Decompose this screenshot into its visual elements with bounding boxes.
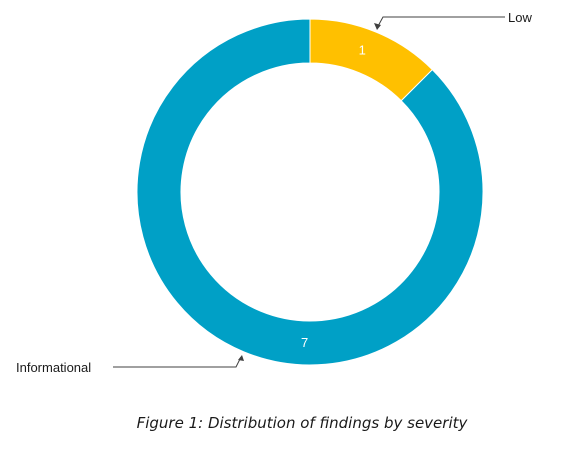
donut-slices: [136, 18, 484, 366]
figure-caption: Figure 1: Distribution of findings by se…: [0, 414, 564, 432]
value-label-low: 1: [359, 42, 366, 57]
callout-line-informational: [113, 356, 242, 368]
callout-informational: Informational: [16, 355, 244, 375]
callout-arrowhead-low: [374, 23, 381, 30]
callout-low: Low: [374, 10, 532, 30]
callout-line-low: [376, 16, 505, 29]
value-label-informational: 7: [301, 335, 308, 350]
callout-label-low: Low: [508, 10, 532, 25]
callout-arrowhead-informational: [238, 355, 244, 361]
slice-value-labels: 17: [301, 42, 366, 350]
slice-informational: [136, 18, 484, 366]
callout-label-informational: Informational: [16, 360, 91, 375]
figure-caption-text: Figure 1: Distribution of findings by se…: [136, 414, 468, 432]
